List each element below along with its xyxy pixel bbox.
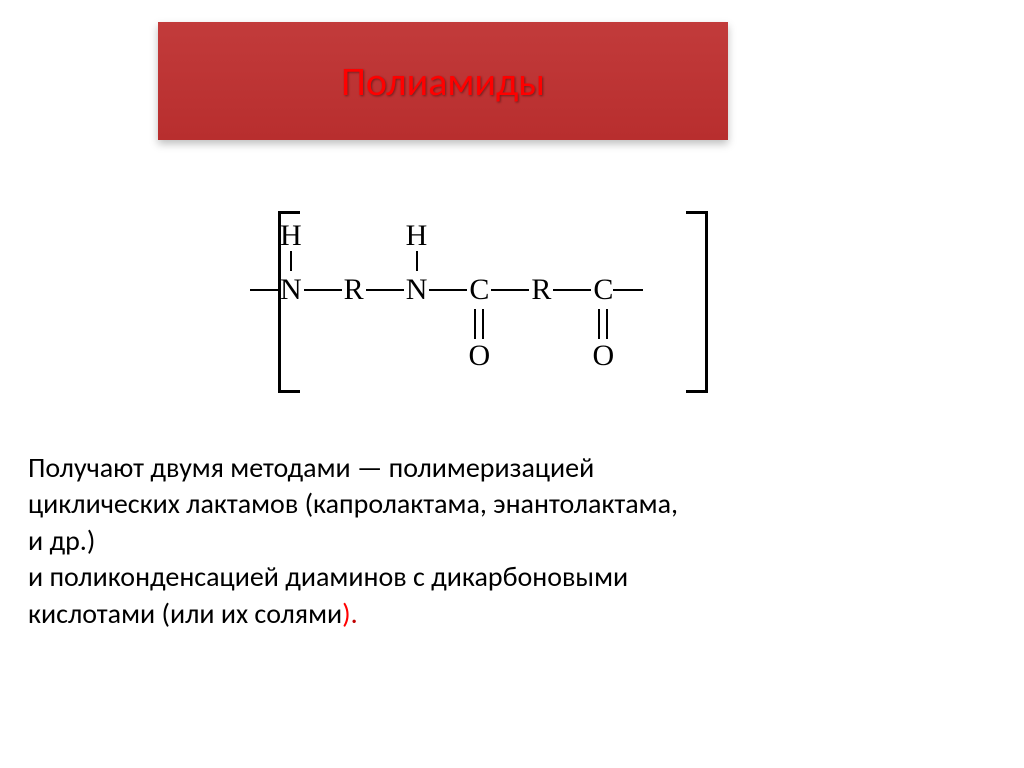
- body-line-5: кислотами (или их солями).: [28, 596, 988, 632]
- body-line-5-paren: ): [342, 596, 351, 631]
- bond-NH-2: [416, 251, 418, 271]
- atom-N2: H N: [406, 275, 428, 305]
- body-line-2: циклических лактамов (капролактама, энан…: [28, 486, 988, 522]
- title-box: Полиамиды: [158, 22, 728, 140]
- bond-4: [491, 289, 529, 291]
- atom-R2: R: [531, 275, 551, 305]
- bond-1: [304, 289, 342, 291]
- body-line-1: Получают двумя методами — полимеризацией: [28, 450, 988, 486]
- bracket-right: [686, 211, 708, 393]
- bond-outer-right: [613, 289, 643, 291]
- body-text: Получают двумя методами — полимеризацией…: [28, 450, 988, 632]
- atom-H2: H: [406, 221, 428, 251]
- bond-NH-1: [290, 251, 292, 271]
- bond-3: [429, 289, 467, 291]
- atom-O2: O: [593, 341, 615, 371]
- formula-chain: H N R H N C O R C O: [250, 275, 643, 305]
- body-line-5-main: кислотами (или их солями: [28, 596, 342, 631]
- atom-R1: R: [344, 275, 364, 305]
- atom-H1: H: [280, 221, 302, 251]
- body-line-3: и др.): [28, 523, 988, 559]
- bond-5: [553, 289, 591, 291]
- atom-N1: H N: [280, 275, 302, 305]
- bond-2: [366, 289, 404, 291]
- atom-C1: C O: [469, 275, 489, 305]
- chemical-formula: H N R H N C O R C O: [278, 205, 708, 405]
- bond-CO-1: [474, 309, 484, 339]
- title-text: Полиамиды: [341, 57, 545, 106]
- bond-CO-2: [598, 309, 608, 339]
- body-line-5-period: .: [351, 596, 358, 631]
- atom-O1: O: [469, 341, 491, 371]
- bond-outer-left: [250, 289, 280, 291]
- body-line-4: и поликонденсацией диаминов с дикарбонов…: [28, 559, 988, 595]
- atom-C2: C O: [593, 275, 613, 305]
